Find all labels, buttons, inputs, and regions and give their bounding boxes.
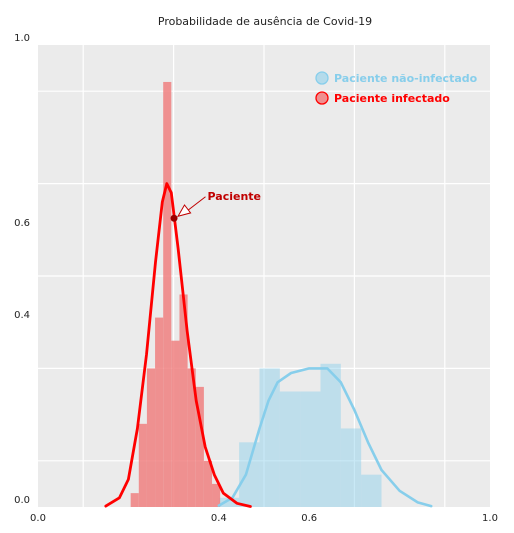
histogram-bar [171,340,180,507]
x-tick-label: 0.0 [30,513,46,524]
legend[interactable]: Paciente não-infectado Paciente infectado [315,71,478,105]
histogram-bar [203,460,213,507]
gridlines [38,45,490,507]
histogram-bar [279,391,301,507]
histogram-bar [163,81,172,508]
legend-marker [315,71,329,85]
histogram-bar [212,483,221,507]
chart-title: Probabilidade de ausência de Covid-19 [158,15,372,28]
histogram-bar [187,368,196,507]
annotation-point [170,214,178,222]
histogram-bar [130,493,139,507]
histogram-bar [179,294,188,507]
annotation-label: Paciente [208,190,262,203]
y-tick-label: 0.0 [14,495,30,506]
kde-lines [104,182,433,508]
histogram-bar [320,363,341,507]
histogram-bar [155,317,164,507]
histogram-bar [239,442,260,507]
histogram-bar [361,474,382,507]
legend-label: Paciente infectado [334,92,450,105]
histogram-bar [218,497,240,507]
annotation-arrowhead [177,204,192,218]
y-tick-label: 1.0 [14,33,30,44]
histogram-bar [146,368,156,507]
legend-item-infectado[interactable]: Paciente infectado [315,91,450,105]
x-tick-label: 1.0 [482,513,498,524]
histogram-bar [300,391,321,507]
histogram-bar [259,368,280,507]
legend-label: Paciente não-infectado [334,72,478,85]
kde-line [104,182,252,508]
histogram-bar [138,423,147,507]
axis-ticks: 0.0 0.4 0.6 1.0 0.0 0.4 0.6 1.0 [14,33,498,524]
kde-line [217,367,433,508]
histogram-bars [130,81,382,508]
x-tick-label: 0.6 [301,513,317,524]
legend-item-nao-infectado[interactable]: Paciente não-infectado [315,71,478,85]
histogram-bar [340,428,362,507]
y-tick-label: 0.6 [14,218,30,229]
histogram-bar [195,386,204,507]
y-tick-label: 0.4 [14,310,30,321]
legend-marker [315,91,329,105]
annotation: Paciente [170,190,262,222]
x-tick-label: 0.4 [211,513,227,524]
